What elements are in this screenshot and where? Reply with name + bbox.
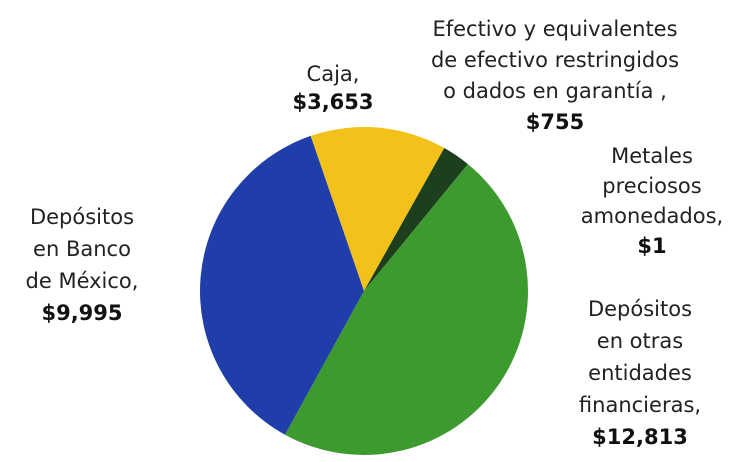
pie-slice xyxy=(364,164,468,291)
pie-slice xyxy=(310,126,445,291)
pie-slice xyxy=(285,164,528,455)
slice-label: Depósitos xyxy=(588,297,692,321)
slice-label: en Banco xyxy=(33,237,131,261)
slice-label: de efectivo restringidos xyxy=(431,48,679,72)
slice-label: financieras, xyxy=(579,393,701,417)
slice-label: Efectivo y equivalentes xyxy=(432,17,677,41)
slice-label: o dados en garantía , xyxy=(443,79,667,103)
slice-label: preciosos xyxy=(602,174,701,198)
pie-slice xyxy=(199,135,364,435)
slice-label: amonedados, xyxy=(581,204,723,228)
value-label: $755 xyxy=(526,110,584,134)
pie-slice xyxy=(364,148,468,291)
slice-label: en otras xyxy=(597,329,683,353)
slice-label: de México, xyxy=(26,269,139,293)
value-label: $9,995 xyxy=(41,301,122,325)
value-label: $3,653 xyxy=(292,90,373,114)
slice-label: Depósitos xyxy=(30,205,134,229)
value-label: $1 xyxy=(637,234,666,258)
slice-label: entidades xyxy=(588,361,692,385)
slice-label: Caja, xyxy=(307,62,360,86)
value-label: $12,813 xyxy=(592,425,688,449)
slice-label: Metales xyxy=(611,144,693,168)
